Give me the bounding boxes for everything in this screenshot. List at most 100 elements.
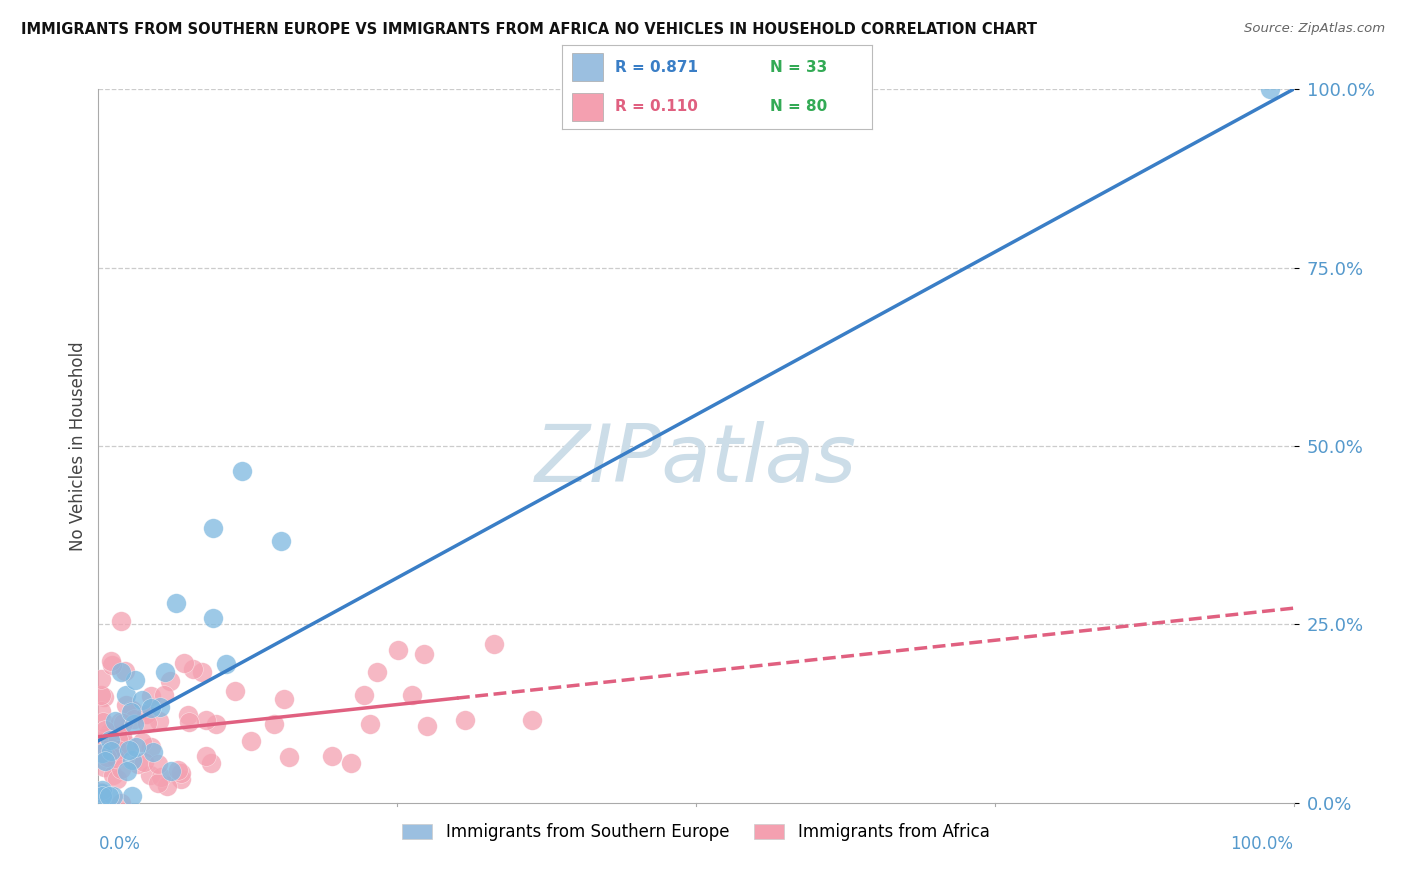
Point <box>121 703 143 717</box>
Point <box>101 747 124 762</box>
Point <box>98 733 121 747</box>
Point <box>91 746 114 760</box>
Point <box>195 749 218 764</box>
Point <box>149 771 172 785</box>
Point <box>90 784 112 798</box>
Text: R = 0.110: R = 0.110 <box>614 98 697 113</box>
Point <box>202 521 225 535</box>
Point <box>117 742 139 756</box>
Text: N = 33: N = 33 <box>769 60 827 75</box>
Point <box>131 692 153 706</box>
Point <box>153 689 176 703</box>
Point <box>202 610 225 624</box>
Point <box>353 688 375 702</box>
Point <box>453 713 475 727</box>
Point <box>148 714 170 728</box>
Point <box>90 747 112 761</box>
Text: N = 80: N = 80 <box>769 98 827 113</box>
Point <box>165 596 187 610</box>
Point <box>114 698 136 712</box>
Point <box>205 716 228 731</box>
Text: R = 0.871: R = 0.871 <box>614 60 697 75</box>
Point <box>110 614 132 628</box>
Point <box>91 783 114 797</box>
Text: Source: ZipAtlas.com: Source: ZipAtlas.com <box>1244 22 1385 36</box>
Point <box>104 714 127 728</box>
Point <box>231 464 253 478</box>
Point <box>173 657 195 671</box>
Text: 0.0%: 0.0% <box>98 835 141 853</box>
Point <box>142 745 165 759</box>
Point <box>125 740 148 755</box>
Point <box>91 714 114 729</box>
Point <box>91 789 114 803</box>
Point <box>321 749 343 764</box>
FancyBboxPatch shape <box>572 54 603 81</box>
Point <box>156 779 179 793</box>
Point <box>121 753 143 767</box>
Point <box>401 688 423 702</box>
Point <box>194 714 217 728</box>
Point <box>108 715 131 730</box>
Point <box>90 688 112 702</box>
Point <box>387 643 409 657</box>
Point <box>183 662 205 676</box>
Text: IMMIGRANTS FROM SOUTHERN EUROPE VS IMMIGRANTS FROM AFRICA NO VEHICLES IN HOUSEHO: IMMIGRANTS FROM SOUTHERN EUROPE VS IMMIG… <box>21 22 1038 37</box>
Point <box>93 760 115 774</box>
Point <box>177 708 200 723</box>
Point <box>121 789 143 803</box>
FancyBboxPatch shape <box>572 93 603 120</box>
Point <box>100 744 122 758</box>
Point <box>239 733 262 747</box>
Point <box>107 731 129 746</box>
Point <box>224 683 246 698</box>
Point <box>115 764 138 778</box>
Point <box>1258 82 1281 96</box>
Point <box>139 740 162 755</box>
Point <box>111 730 134 744</box>
Point <box>191 665 214 679</box>
Point <box>146 757 169 772</box>
Text: 100.0%: 100.0% <box>1230 835 1294 853</box>
Point <box>110 796 132 810</box>
Point <box>93 731 115 745</box>
Point <box>340 756 363 770</box>
Point <box>115 688 138 702</box>
Point <box>91 786 114 800</box>
Point <box>148 776 170 790</box>
Point <box>141 701 163 715</box>
Point <box>93 690 115 705</box>
Point <box>107 743 129 757</box>
Point <box>159 674 181 689</box>
Point <box>94 754 117 768</box>
Point <box>100 654 122 668</box>
Point <box>112 715 135 730</box>
Point <box>139 767 162 781</box>
Point <box>120 705 142 719</box>
Point <box>522 713 544 727</box>
Point <box>149 700 172 714</box>
Point <box>100 658 122 673</box>
Point <box>94 723 117 738</box>
Point <box>170 772 193 786</box>
Point <box>153 665 176 679</box>
Point <box>122 717 145 731</box>
Y-axis label: No Vehicles in Household: No Vehicles in Household <box>69 341 87 551</box>
Point <box>104 751 127 765</box>
Point <box>215 657 238 671</box>
Point <box>413 647 436 661</box>
Point <box>136 715 159 730</box>
Point <box>134 756 156 770</box>
Point <box>278 750 301 764</box>
Point <box>93 746 115 760</box>
Point <box>127 756 149 771</box>
Point <box>135 707 157 722</box>
Point <box>263 717 285 731</box>
Legend: Immigrants from Southern Europe, Immigrants from Africa: Immigrants from Southern Europe, Immigra… <box>395 817 997 848</box>
Point <box>273 691 295 706</box>
Point <box>98 726 121 740</box>
Point <box>110 665 132 679</box>
Point <box>200 756 222 770</box>
Point <box>131 735 153 749</box>
Point <box>100 727 122 741</box>
